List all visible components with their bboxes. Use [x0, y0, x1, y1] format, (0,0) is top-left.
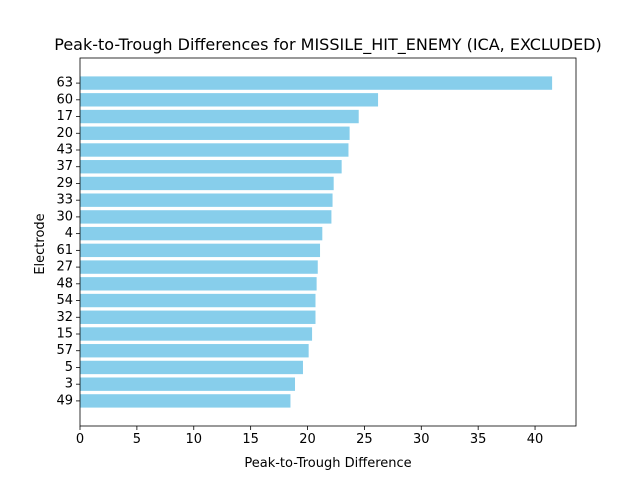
bar-electrode-27: [80, 260, 318, 274]
bar-electrode-29: [80, 176, 334, 191]
bar-electrode-60: [80, 93, 379, 107]
bar-electrode-33: [80, 193, 333, 207]
y-tick-label: 32: [56, 310, 73, 325]
bar-electrode-54: [80, 293, 316, 308]
y-tick-label: 43: [56, 143, 73, 158]
chart-title: Peak-to-Trough Differences for MISSILE_H…: [54, 35, 601, 55]
x-tick-label: 35: [470, 432, 487, 447]
bar-electrode-3: [80, 377, 296, 391]
y-tick-label: 61: [56, 243, 73, 258]
y-tick-label: 33: [56, 193, 73, 208]
y-tick-label: 20: [56, 126, 73, 141]
y-tick-label: 54: [56, 293, 73, 308]
y-axis-label: Electrode: [33, 213, 48, 274]
bar-electrode-57: [80, 344, 309, 358]
y-tick-label: 4: [65, 226, 73, 241]
bar-electrode-61: [80, 243, 321, 258]
x-tick-label: 25: [356, 432, 373, 447]
bar-electrode-37: [80, 160, 342, 174]
y-tick-label: 15: [56, 327, 73, 342]
y-tick-label: 30: [56, 209, 73, 224]
y-tick-label: 5: [65, 360, 73, 375]
y-tick-label: 29: [56, 176, 73, 191]
x-tick-label: 40: [527, 432, 544, 447]
bar-electrode-48: [80, 277, 317, 291]
y-tick-label: 63: [56, 76, 73, 91]
bar-electrode-30: [80, 210, 332, 224]
plot-frame: [79, 57, 577, 427]
y-tick-label: 17: [56, 109, 73, 124]
bar-electrode-63: [80, 76, 553, 90]
bar-electrode-15: [80, 327, 313, 341]
bar-electrode-4: [80, 226, 323, 241]
bars-layer: [80, 76, 553, 408]
y-tick-label: 37: [56, 159, 73, 174]
y-tick-label: 27: [56, 260, 73, 275]
x-axis-label: Peak-to-Trough Difference: [244, 456, 411, 471]
bar-electrode-17: [80, 109, 359, 124]
bar-electrode-32: [80, 310, 316, 324]
x-tick-label: 30: [413, 432, 430, 447]
y-tick-label: 3: [65, 377, 73, 392]
x-tick-label: 10: [185, 432, 202, 447]
x-tick-label: 5: [133, 432, 141, 447]
x-tick-label: 0: [76, 432, 84, 447]
bar-electrode-20: [80, 126, 350, 140]
x-tick-label: 20: [299, 432, 316, 447]
y-tick-label: 57: [56, 343, 73, 358]
bar-electrode-5: [80, 360, 303, 375]
x-tick-label: 15: [242, 432, 259, 447]
bar-electrode-43: [80, 143, 349, 157]
y-tick-label: 48: [56, 276, 73, 291]
y-tick-label: 49: [56, 393, 73, 408]
y-tick-label: 60: [56, 92, 73, 107]
bar-electrode-49: [80, 394, 291, 408]
